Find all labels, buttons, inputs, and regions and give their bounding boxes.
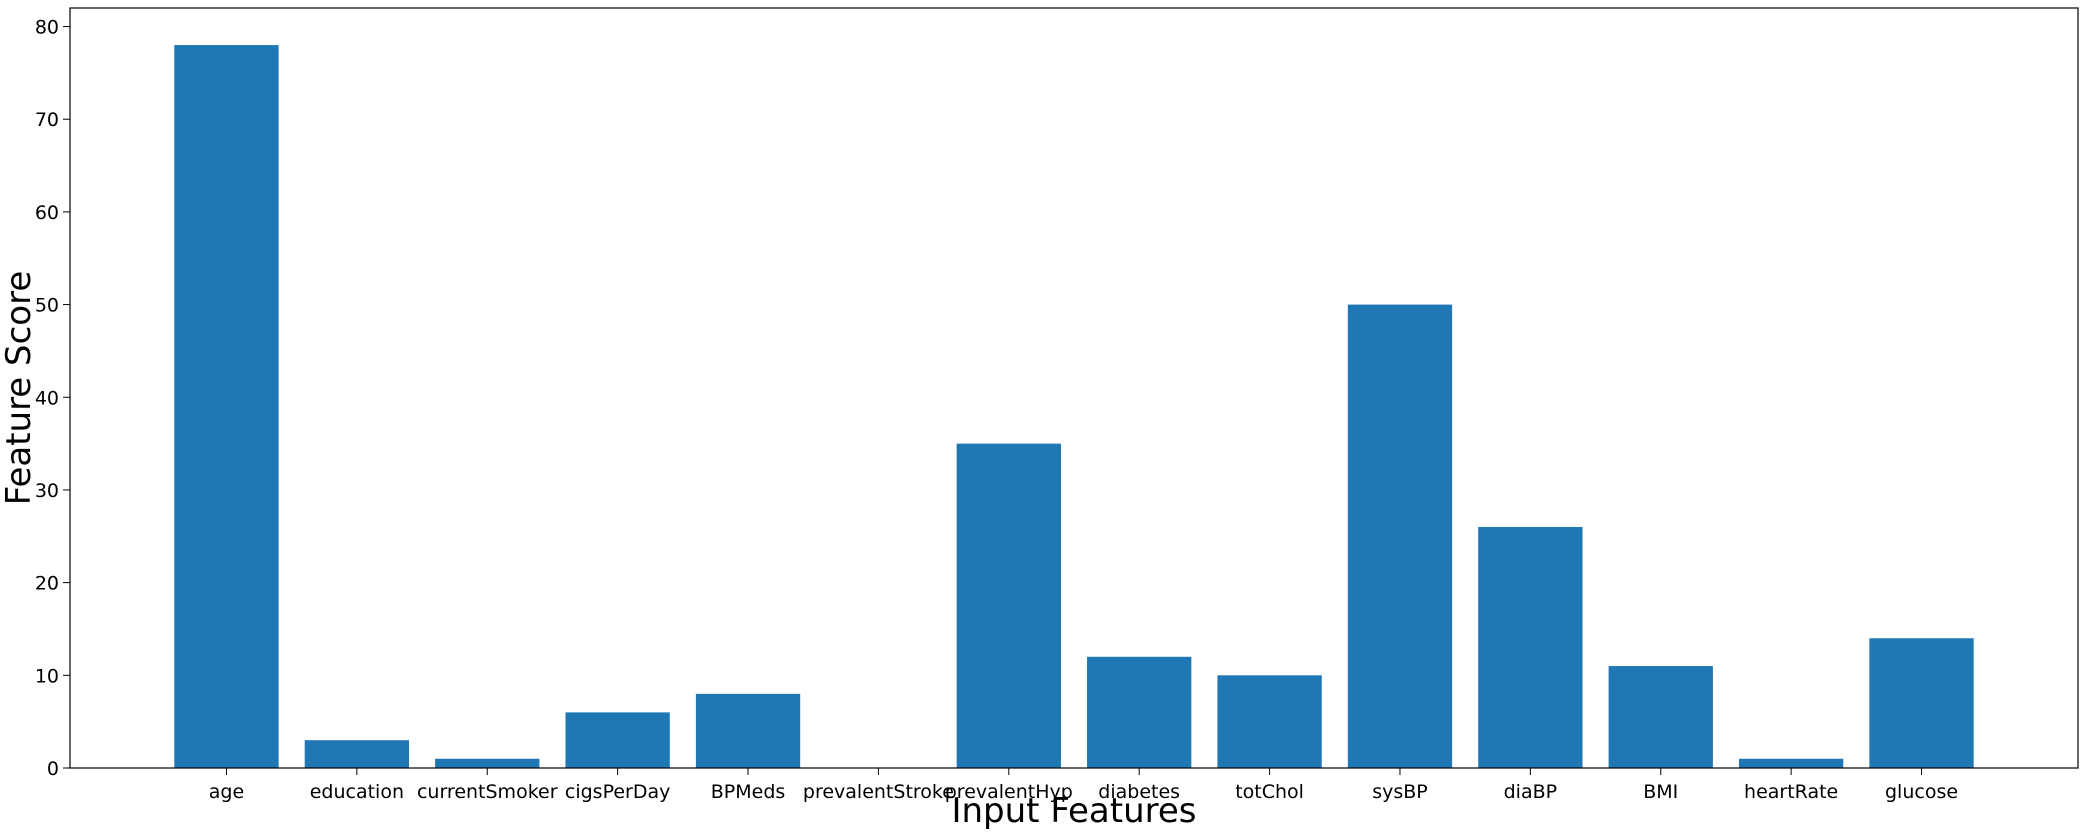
x-tick-label: heartRate (1744, 781, 1838, 803)
x-tick-label: education (310, 781, 404, 803)
bar-currentSmoker (435, 758, 540, 768)
y-tick-label: 30 (35, 480, 59, 502)
y-tick-label: 0 (47, 758, 59, 780)
bar-education (304, 740, 410, 768)
plot-frame (69, 7, 2079, 769)
bar-BMI (1608, 666, 1713, 768)
y-tick-label: 70 (35, 109, 59, 131)
x-tick-label: glucose (1885, 781, 1958, 803)
x-axis-label: Input Features (951, 791, 1196, 831)
bar-sysBP (1347, 304, 1453, 768)
bar-BPMeds (695, 693, 801, 768)
x-tick-label: age (209, 781, 244, 803)
bar-heartRate (1738, 758, 1844, 768)
x-tick-label: diabetes (1098, 781, 1180, 803)
bar-prevalentHyp (956, 443, 1061, 768)
x-tick-label: diaBP (1504, 781, 1557, 803)
bar-diabetes (1087, 656, 1192, 768)
x-tick-label: cigsPerDay (565, 781, 670, 803)
y-tick-label: 10 (35, 665, 59, 687)
y-tick-label: 80 (35, 17, 59, 39)
y-tick-label: 50 (35, 295, 59, 317)
y-tick-label: 20 (35, 573, 59, 595)
plot-area (70, 8, 2078, 768)
x-tick-label: BPMeds (711, 781, 786, 803)
y-tick-label: 40 (35, 387, 59, 409)
y-axis-ticks: 0 10 20 30 40 50 60 70 80 (35, 17, 70, 780)
bar-glucose (1869, 638, 1974, 768)
y-axis-label: Feature Score (0, 271, 39, 506)
bar-age (174, 45, 279, 768)
x-axis-ticks: age education currentSmoker cigsPerDay BPMed… (209, 768, 1958, 803)
bar-cigsPerDay (565, 712, 670, 768)
bar-totChol (1217, 675, 1322, 768)
x-tick-label: sysBP (1372, 781, 1428, 803)
x-tick-label: BMI (1643, 781, 1678, 803)
x-tick-label: prevalentHyp (945, 781, 1073, 803)
x-tick-label: prevalentStroke (803, 781, 954, 803)
y-tick-label: 60 (35, 202, 59, 224)
bars-group (174, 45, 1974, 768)
x-tick-label: currentSmoker (417, 781, 558, 803)
x-tick-label: totChol (1235, 781, 1304, 803)
bar-diaBP (1478, 527, 1583, 768)
